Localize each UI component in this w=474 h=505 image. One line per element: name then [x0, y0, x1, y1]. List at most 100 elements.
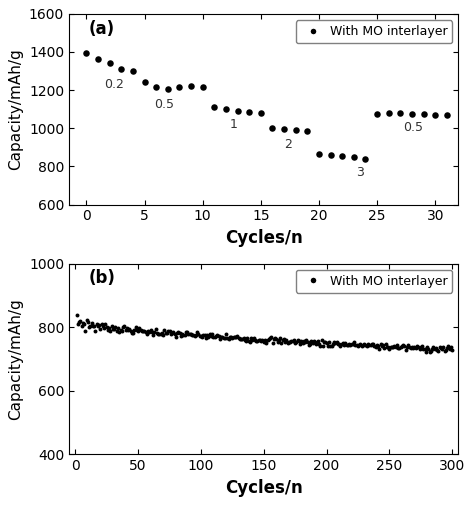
Point	[324, 342, 332, 350]
Point	[402, 346, 410, 354]
Point	[251, 336, 259, 344]
Point	[232, 333, 240, 341]
Point	[123, 324, 130, 332]
Point	[392, 342, 400, 350]
Point	[141, 327, 148, 335]
Point	[417, 343, 425, 351]
Point	[267, 333, 275, 341]
Point	[80, 320, 88, 328]
Point	[269, 124, 276, 132]
Point	[138, 327, 146, 335]
Point	[436, 343, 443, 351]
Point	[197, 332, 205, 340]
Point	[191, 332, 199, 340]
Point	[269, 338, 276, 346]
Point	[381, 344, 388, 352]
Point	[365, 341, 373, 349]
Point	[408, 343, 416, 351]
Point	[374, 342, 382, 350]
Point	[237, 335, 245, 343]
Point	[356, 341, 363, 349]
Point	[404, 341, 412, 349]
Point	[84, 318, 91, 326]
Legend: With MO interlayer: With MO interlayer	[296, 20, 452, 43]
Point	[327, 342, 334, 350]
Point	[75, 319, 83, 327]
Point	[104, 326, 112, 334]
Point	[271, 334, 279, 342]
Point	[317, 342, 324, 350]
Point	[362, 155, 369, 163]
Point	[252, 337, 260, 345]
Point	[418, 342, 426, 350]
Point	[87, 322, 94, 330]
Point	[113, 327, 120, 335]
Point	[192, 331, 200, 339]
Point	[391, 342, 398, 350]
Point	[378, 342, 386, 350]
Point	[256, 336, 264, 344]
Point	[423, 343, 431, 351]
Point	[342, 339, 349, 347]
Point	[374, 110, 381, 118]
X-axis label: Cycles/n: Cycles/n	[225, 229, 302, 247]
Point	[310, 337, 318, 345]
Point	[231, 333, 238, 341]
Point	[288, 337, 295, 345]
Point	[171, 330, 178, 338]
Point	[162, 329, 170, 337]
Point	[349, 340, 357, 348]
Point	[338, 152, 346, 160]
Point	[166, 327, 173, 335]
Point	[416, 345, 423, 353]
Point	[196, 332, 203, 340]
Point	[183, 328, 191, 336]
Text: (a): (a)	[89, 20, 115, 37]
Point	[159, 331, 167, 339]
Point	[435, 347, 442, 355]
Point	[426, 347, 433, 356]
Point	[382, 340, 389, 348]
Point	[129, 329, 137, 337]
Point	[379, 341, 387, 349]
Point	[230, 332, 237, 340]
Point	[356, 340, 364, 348]
Point	[98, 320, 105, 328]
Point	[176, 83, 183, 91]
Point	[164, 327, 172, 335]
Point	[441, 346, 448, 355]
Point	[369, 340, 377, 348]
Point	[91, 322, 98, 330]
Point	[118, 327, 126, 335]
Point	[425, 345, 432, 353]
Point	[133, 326, 141, 334]
Point	[238, 335, 246, 343]
Point	[158, 329, 166, 337]
Point	[368, 340, 375, 348]
Point	[384, 342, 392, 350]
Point	[112, 323, 119, 331]
Point	[301, 337, 309, 345]
Point	[429, 343, 437, 351]
Point	[388, 343, 396, 351]
Point	[245, 337, 253, 345]
Point	[420, 110, 428, 118]
Point	[284, 339, 292, 347]
Point	[346, 341, 354, 349]
Point	[195, 330, 202, 338]
Point	[257, 109, 264, 117]
Point	[422, 348, 429, 356]
Point	[329, 340, 337, 348]
Point	[242, 337, 250, 345]
Point	[348, 339, 356, 347]
Point	[408, 110, 416, 118]
Point	[261, 336, 269, 344]
Point	[299, 339, 307, 347]
Point	[127, 327, 134, 335]
Point	[344, 341, 352, 349]
Point	[224, 334, 231, 342]
Point	[319, 342, 327, 350]
Point	[410, 344, 417, 352]
Point	[129, 67, 137, 75]
Point	[292, 126, 300, 134]
